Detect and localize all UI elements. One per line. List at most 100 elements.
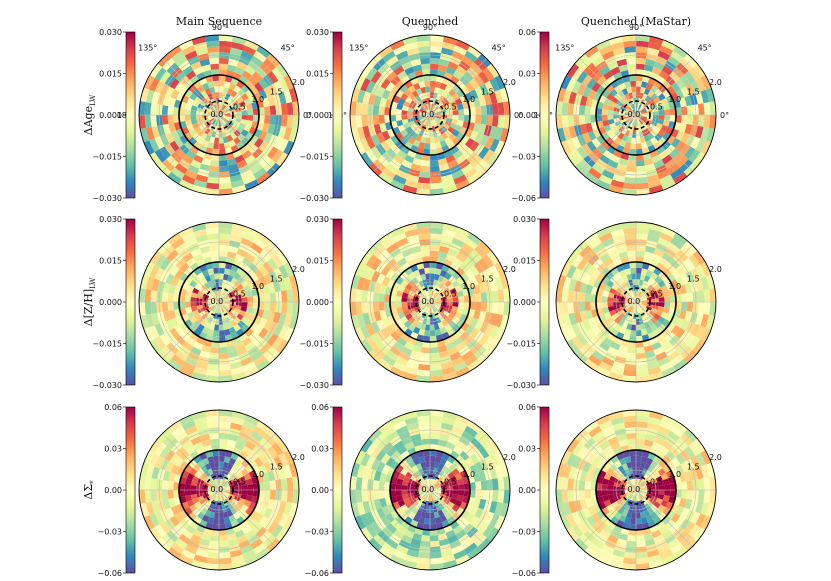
heatmap-cell	[405, 471, 413, 479]
heatmap-cell	[636, 455, 642, 462]
heatmap-cell	[439, 493, 447, 499]
heatmap-cell	[630, 113, 636, 115]
heatmap-cell	[700, 262, 712, 277]
heatmap-cell	[428, 290, 430, 297]
heatmap-cell	[641, 302, 648, 306]
heatmap-cell	[447, 436, 459, 446]
heatmap-cell	[629, 75, 636, 82]
heatmap-cell	[243, 311, 252, 320]
heatmap-cell	[430, 109, 432, 115]
heatmap-cell	[640, 491, 647, 496]
heatmap-cell	[452, 302, 459, 307]
angle-label: 0°	[514, 111, 523, 120]
heatmap-cell	[636, 103, 640, 110]
heatmap-cell	[209, 432, 219, 440]
heatmap-cell	[439, 269, 448, 278]
row-label: ΔAgeLW	[82, 94, 97, 135]
heatmap-cell	[420, 86, 427, 94]
heatmap-cell	[636, 120, 638, 127]
heatmap-cell	[636, 103, 638, 110]
heatmap-cell	[258, 107, 265, 115]
heatmap-cell	[191, 559, 207, 569]
polar-boundary	[555, 409, 717, 571]
heatmap-cell	[653, 313, 661, 321]
heatmap-cell	[596, 510, 606, 520]
heatmap-cell	[667, 430, 681, 442]
heatmap-cell	[441, 416, 456, 426]
heatmap-cell	[611, 96, 619, 104]
heatmap-cell	[208, 109, 215, 114]
heatmap-cell	[384, 294, 391, 302]
heatmap-cell	[455, 440, 467, 451]
colorbar-tick-label: −0.06	[97, 569, 122, 578]
heatmap-cell	[390, 460, 400, 470]
reference-circle-dashed	[204, 287, 234, 317]
heatmap-cell	[636, 165, 646, 173]
heatmap-cell	[709, 302, 716, 316]
polar-panel: 0.00.51.01.52.090°45°0°135°180°0.0300.01…	[92, 23, 312, 203]
heatmap-cell	[162, 95, 171, 107]
heatmap-cell	[144, 302, 152, 315]
heatmap-cell	[212, 75, 219, 82]
heatmap-cell	[361, 103, 369, 115]
heatmap-cell	[608, 559, 624, 569]
heatmap-cell	[370, 146, 382, 160]
heatmap-cell	[227, 538, 239, 547]
heatmap-cell	[430, 137, 435, 144]
heatmap-cell	[189, 520, 199, 530]
heatmap-cell	[653, 126, 661, 134]
heatmap-cell	[212, 335, 219, 342]
heatmap-cell	[228, 118, 236, 124]
heatmap-cell	[396, 494, 404, 502]
heatmap-cell	[469, 89, 479, 100]
heatmap-cell	[625, 491, 632, 496]
heatmap-cell	[456, 276, 465, 285]
heatmap-cell	[397, 472, 406, 481]
heatmap-cell	[433, 511, 440, 519]
heatmap-cell	[219, 262, 226, 269]
heatmap-cell	[269, 115, 277, 125]
heatmap-cell	[664, 484, 671, 490]
heatmap-cell	[213, 488, 219, 490]
heatmap-cell	[489, 125, 498, 139]
heatmap-cell	[430, 176, 442, 184]
heatmap-cell	[695, 500, 704, 514]
heatmap-cell	[182, 529, 194, 540]
heatmap-cell	[653, 61, 665, 71]
heatmap-cell	[351, 462, 361, 478]
heatmap-cell	[608, 36, 624, 46]
heatmap-cell	[660, 97, 669, 106]
heatmap-cell	[400, 75, 410, 85]
colorbar-tick-label: −0.030	[92, 381, 122, 390]
heatmap-cell	[174, 512, 184, 524]
heatmap-cell	[571, 149, 584, 163]
heatmap-cell	[184, 319, 193, 328]
heatmap-cell	[404, 516, 413, 525]
heatmap-cell	[361, 478, 369, 490]
heatmap-cell	[640, 304, 646, 310]
heatmap-cell	[207, 81, 215, 89]
heatmap-cell	[585, 309, 594, 320]
heatmap-cell	[670, 50, 684, 63]
heatmap-cell	[596, 135, 606, 145]
heatmap-cell	[278, 312, 287, 326]
heatmap-cell	[651, 154, 662, 164]
heatmap-cell	[418, 115, 425, 119]
heatmap-cell	[631, 86, 636, 93]
heatmap-cell	[430, 302, 436, 305]
heatmap-cell	[190, 302, 197, 307]
heatmap-cell	[430, 488, 436, 490]
heatmap-cell	[590, 294, 597, 302]
radial-tick-label: 0.0	[210, 297, 223, 306]
heatmap-cell	[219, 113, 225, 115]
heatmap-cell	[561, 477, 569, 490]
heatmap-cell	[675, 107, 682, 115]
heatmap-cell	[401, 534, 413, 544]
heatmap-cell	[216, 109, 219, 115]
heatmap-cell	[431, 119, 436, 126]
heatmap-cell	[703, 302, 711, 315]
heatmap-cell	[428, 115, 430, 121]
heatmap-cell	[150, 302, 158, 314]
heatmap-cell	[219, 290, 223, 297]
heatmap-cell	[451, 279, 460, 288]
